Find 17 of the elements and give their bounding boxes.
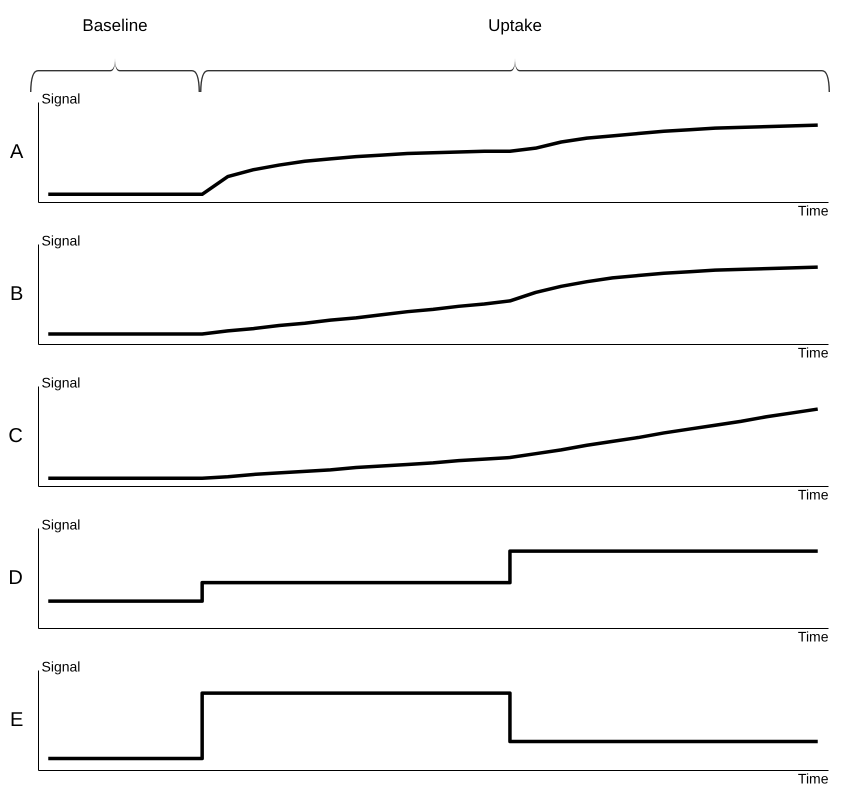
y-axis-title: Signal: [42, 90, 80, 106]
y-axis-title: Signal: [42, 232, 80, 248]
y-axis-title: Signal: [42, 658, 80, 674]
y-axis-title: Signal: [42, 516, 80, 532]
x-axis-title: Time: [798, 344, 829, 360]
text: D: [8, 567, 23, 589]
x-axis-title: Time: [798, 770, 829, 786]
text: A: [10, 141, 24, 163]
text: B: [10, 283, 24, 305]
text: E: [10, 709, 24, 731]
text: Baseline: [82, 16, 148, 36]
text: Uptake: [488, 16, 542, 36]
x-axis-title: Time: [798, 202, 829, 218]
x-axis-title: Time: [798, 628, 829, 644]
x-axis-title: Time: [798, 486, 829, 502]
y-axis-title: Signal: [42, 374, 80, 390]
text: C: [8, 425, 23, 447]
